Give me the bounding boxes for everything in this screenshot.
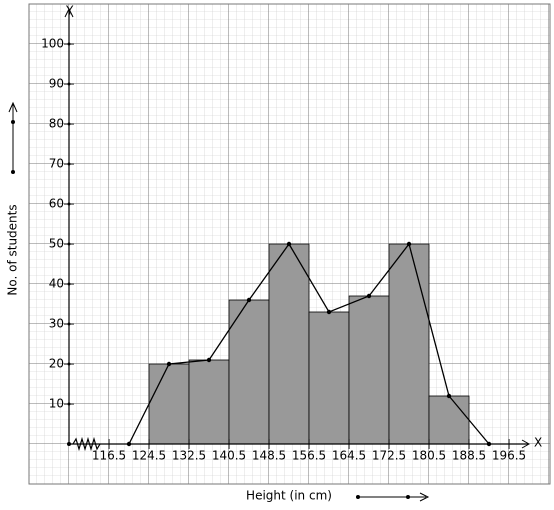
bar <box>148 363 190 445</box>
y-tick-label: 100 <box>41 37 64 51</box>
bar <box>188 359 230 445</box>
bar <box>268 243 310 445</box>
x-tick-label: 148.5 <box>252 449 286 463</box>
y-tick-dot <box>67 122 71 126</box>
x-axis-label: Height (in cm) <box>246 489 332 503</box>
y-tick-label: 90 <box>49 77 64 91</box>
y-tick-label: 50 <box>49 237 64 251</box>
origin <box>67 442 71 446</box>
y-arrow <box>64 7 74 18</box>
polygon-point <box>446 393 452 399</box>
frequency-polygon <box>128 242 490 445</box>
x-tick-label: 172.5 <box>372 449 406 463</box>
y-tick-label: 40 <box>49 277 64 291</box>
bar <box>388 243 430 445</box>
y-tick-dot <box>67 42 71 46</box>
x-tick-label: 180.5 <box>412 449 446 463</box>
y-tick-dot <box>67 362 71 366</box>
x-tick-label: 164.5 <box>332 449 366 463</box>
polygon-point <box>206 357 212 363</box>
y-tick-label: 60 <box>49 197 64 211</box>
y-tick-label: 10 <box>49 397 64 411</box>
bar <box>308 311 350 445</box>
x-tick-label: 188.5 <box>452 449 486 463</box>
x-axis-name: X <box>534 436 542 450</box>
marks <box>126 241 492 447</box>
bar <box>428 395 470 445</box>
y-tick-label: 30 <box>49 317 64 331</box>
x-tick-label: 124.5 <box>132 449 166 463</box>
polygon-point <box>366 293 372 299</box>
x-arrow <box>521 439 531 449</box>
x-tick-label: 196.5 <box>492 449 526 463</box>
x-tick-label: 140.5 <box>212 449 246 463</box>
y-tick-dot <box>67 242 71 246</box>
polygon-point <box>326 309 332 315</box>
polygon-point <box>286 241 292 247</box>
y-axis-name: Y <box>65 4 74 18</box>
x-tick-label: 116.5 <box>92 449 126 463</box>
y-tick-dot <box>67 282 71 286</box>
axis-break <box>72 436 101 452</box>
bar <box>348 295 390 445</box>
y-tick-label: 70 <box>49 157 64 171</box>
x-tick-label: 156.5 <box>292 449 326 463</box>
y-tick-label: 80 <box>49 117 64 131</box>
polygon-point <box>406 241 412 247</box>
y-tick-dot <box>67 202 71 206</box>
y-tick-dot <box>67 82 71 86</box>
x-tick-label: 132.5 <box>172 449 206 463</box>
y-tick-dot <box>67 162 71 166</box>
y-axis-label: No. of students <box>6 204 20 295</box>
polygon-point <box>246 297 252 303</box>
y-tick-dot <box>67 402 71 406</box>
y-tick-label: 20 <box>49 357 64 371</box>
decor-arrow <box>8 101 430 502</box>
polygon-point <box>166 361 172 367</box>
y-tick-dot <box>67 322 71 326</box>
